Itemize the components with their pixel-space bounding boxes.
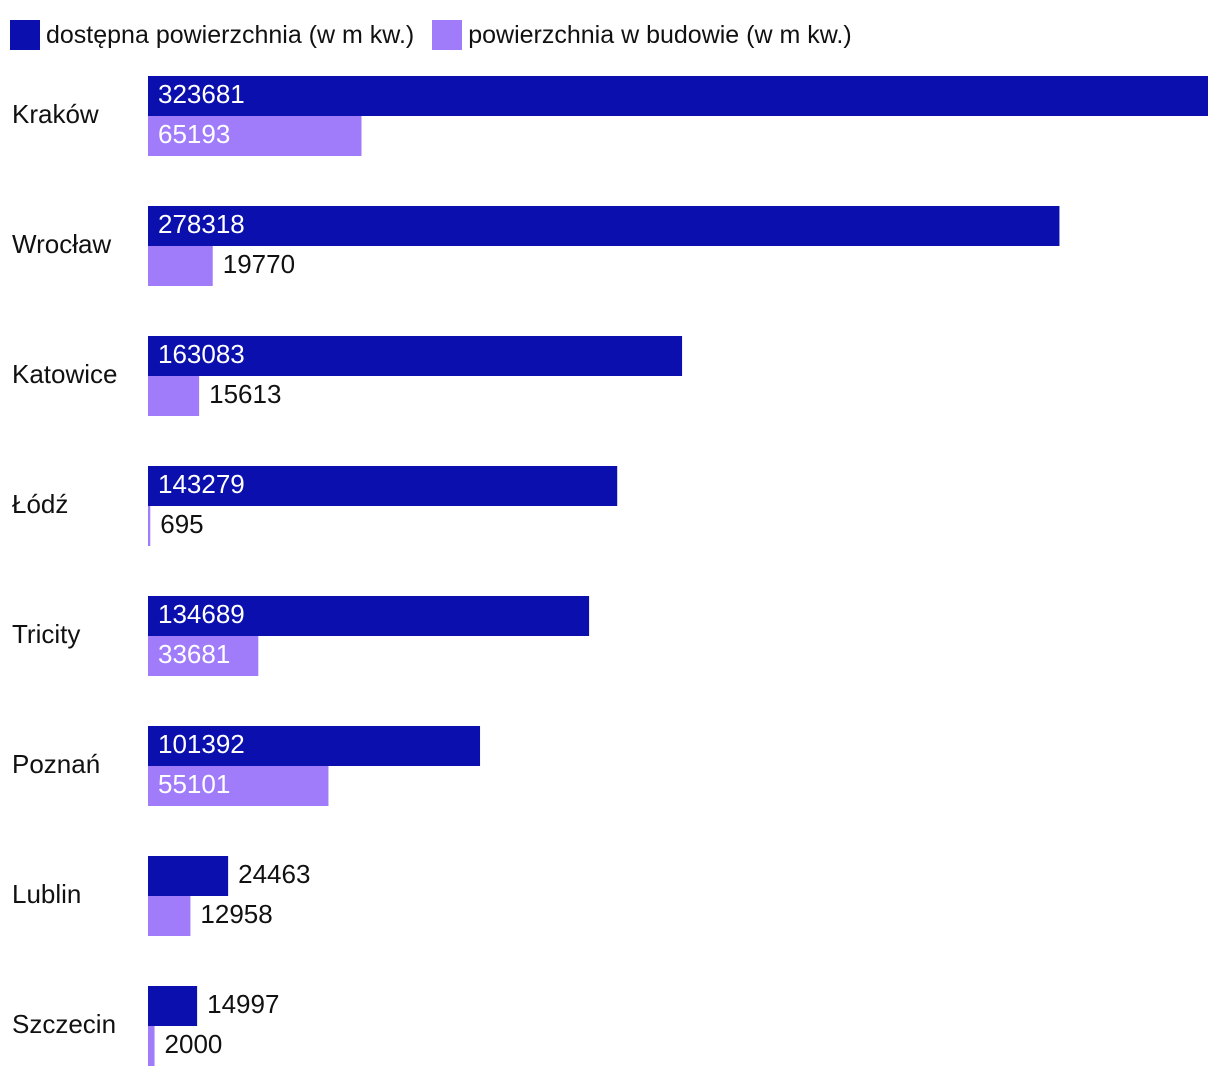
bar-under-construction: [148, 896, 191, 936]
bar-under-construction: [148, 246, 213, 286]
data-label-under-construction: 15613: [209, 379, 281, 409]
data-label-available: 134689: [158, 599, 245, 629]
bar-under-construction: [148, 116, 362, 156]
category-label: Łódź: [12, 489, 68, 519]
legend-swatch-available: [10, 20, 40, 50]
legend-label-available: dostępna powierzchnia (w m kw.): [46, 20, 415, 49]
legend: dostępna powierzchnia (w m kw.) powierzc…: [10, 18, 870, 52]
bar-available: [148, 596, 590, 636]
data-label-under-construction: 65193: [158, 119, 230, 149]
legend-label-under-construction: powierzchnia w budowie (w m kw.): [468, 20, 852, 49]
category-label: Szczecin: [12, 1009, 116, 1039]
data-label-under-construction: 19770: [223, 249, 295, 279]
data-label-available: 163083: [158, 339, 245, 369]
data-label-under-construction: 2000: [165, 1029, 223, 1059]
category-label: Lublin: [12, 879, 81, 909]
bar-under-construction: [148, 1026, 155, 1066]
legend-item-available: dostępna powierzchnia (w m kw.): [10, 20, 414, 50]
legend-item-under-construction: powierzchnia w budowie (w m kw.): [432, 20, 852, 50]
data-label-under-construction: 55101: [158, 769, 230, 799]
data-label-under-construction: 695: [160, 509, 203, 539]
bar-under-construction: [148, 376, 200, 416]
bar-under-construction: [148, 766, 329, 806]
bar-available: [148, 336, 683, 376]
data-label-available: 14997: [207, 989, 279, 1019]
data-label-available: 24463: [238, 859, 310, 889]
category-label: Kraków: [12, 99, 99, 129]
data-label-under-construction: 33681: [158, 639, 230, 669]
legend-swatch-under-construction: [432, 20, 463, 50]
data-label-under-construction: 12958: [200, 899, 272, 929]
bar-available: [148, 466, 618, 506]
category-label: Tricity: [12, 619, 80, 649]
bar-under-construction: [148, 506, 151, 546]
category-label: Poznań: [12, 749, 100, 779]
data-label-available: 143279: [158, 469, 245, 499]
data-label-available: 278318: [158, 209, 245, 239]
bar-available: [148, 986, 198, 1026]
category-label: Wrocław: [12, 229, 111, 259]
category-label: Katowice: [12, 359, 118, 389]
bar-available: [148, 726, 481, 766]
bar-available: [148, 206, 1060, 246]
data-label-available: 323681: [158, 79, 245, 109]
data-label-available: 101392: [158, 729, 245, 759]
bar-under-construction: [148, 636, 259, 676]
bar-available: [148, 76, 1208, 116]
bar-available: [148, 856, 229, 896]
